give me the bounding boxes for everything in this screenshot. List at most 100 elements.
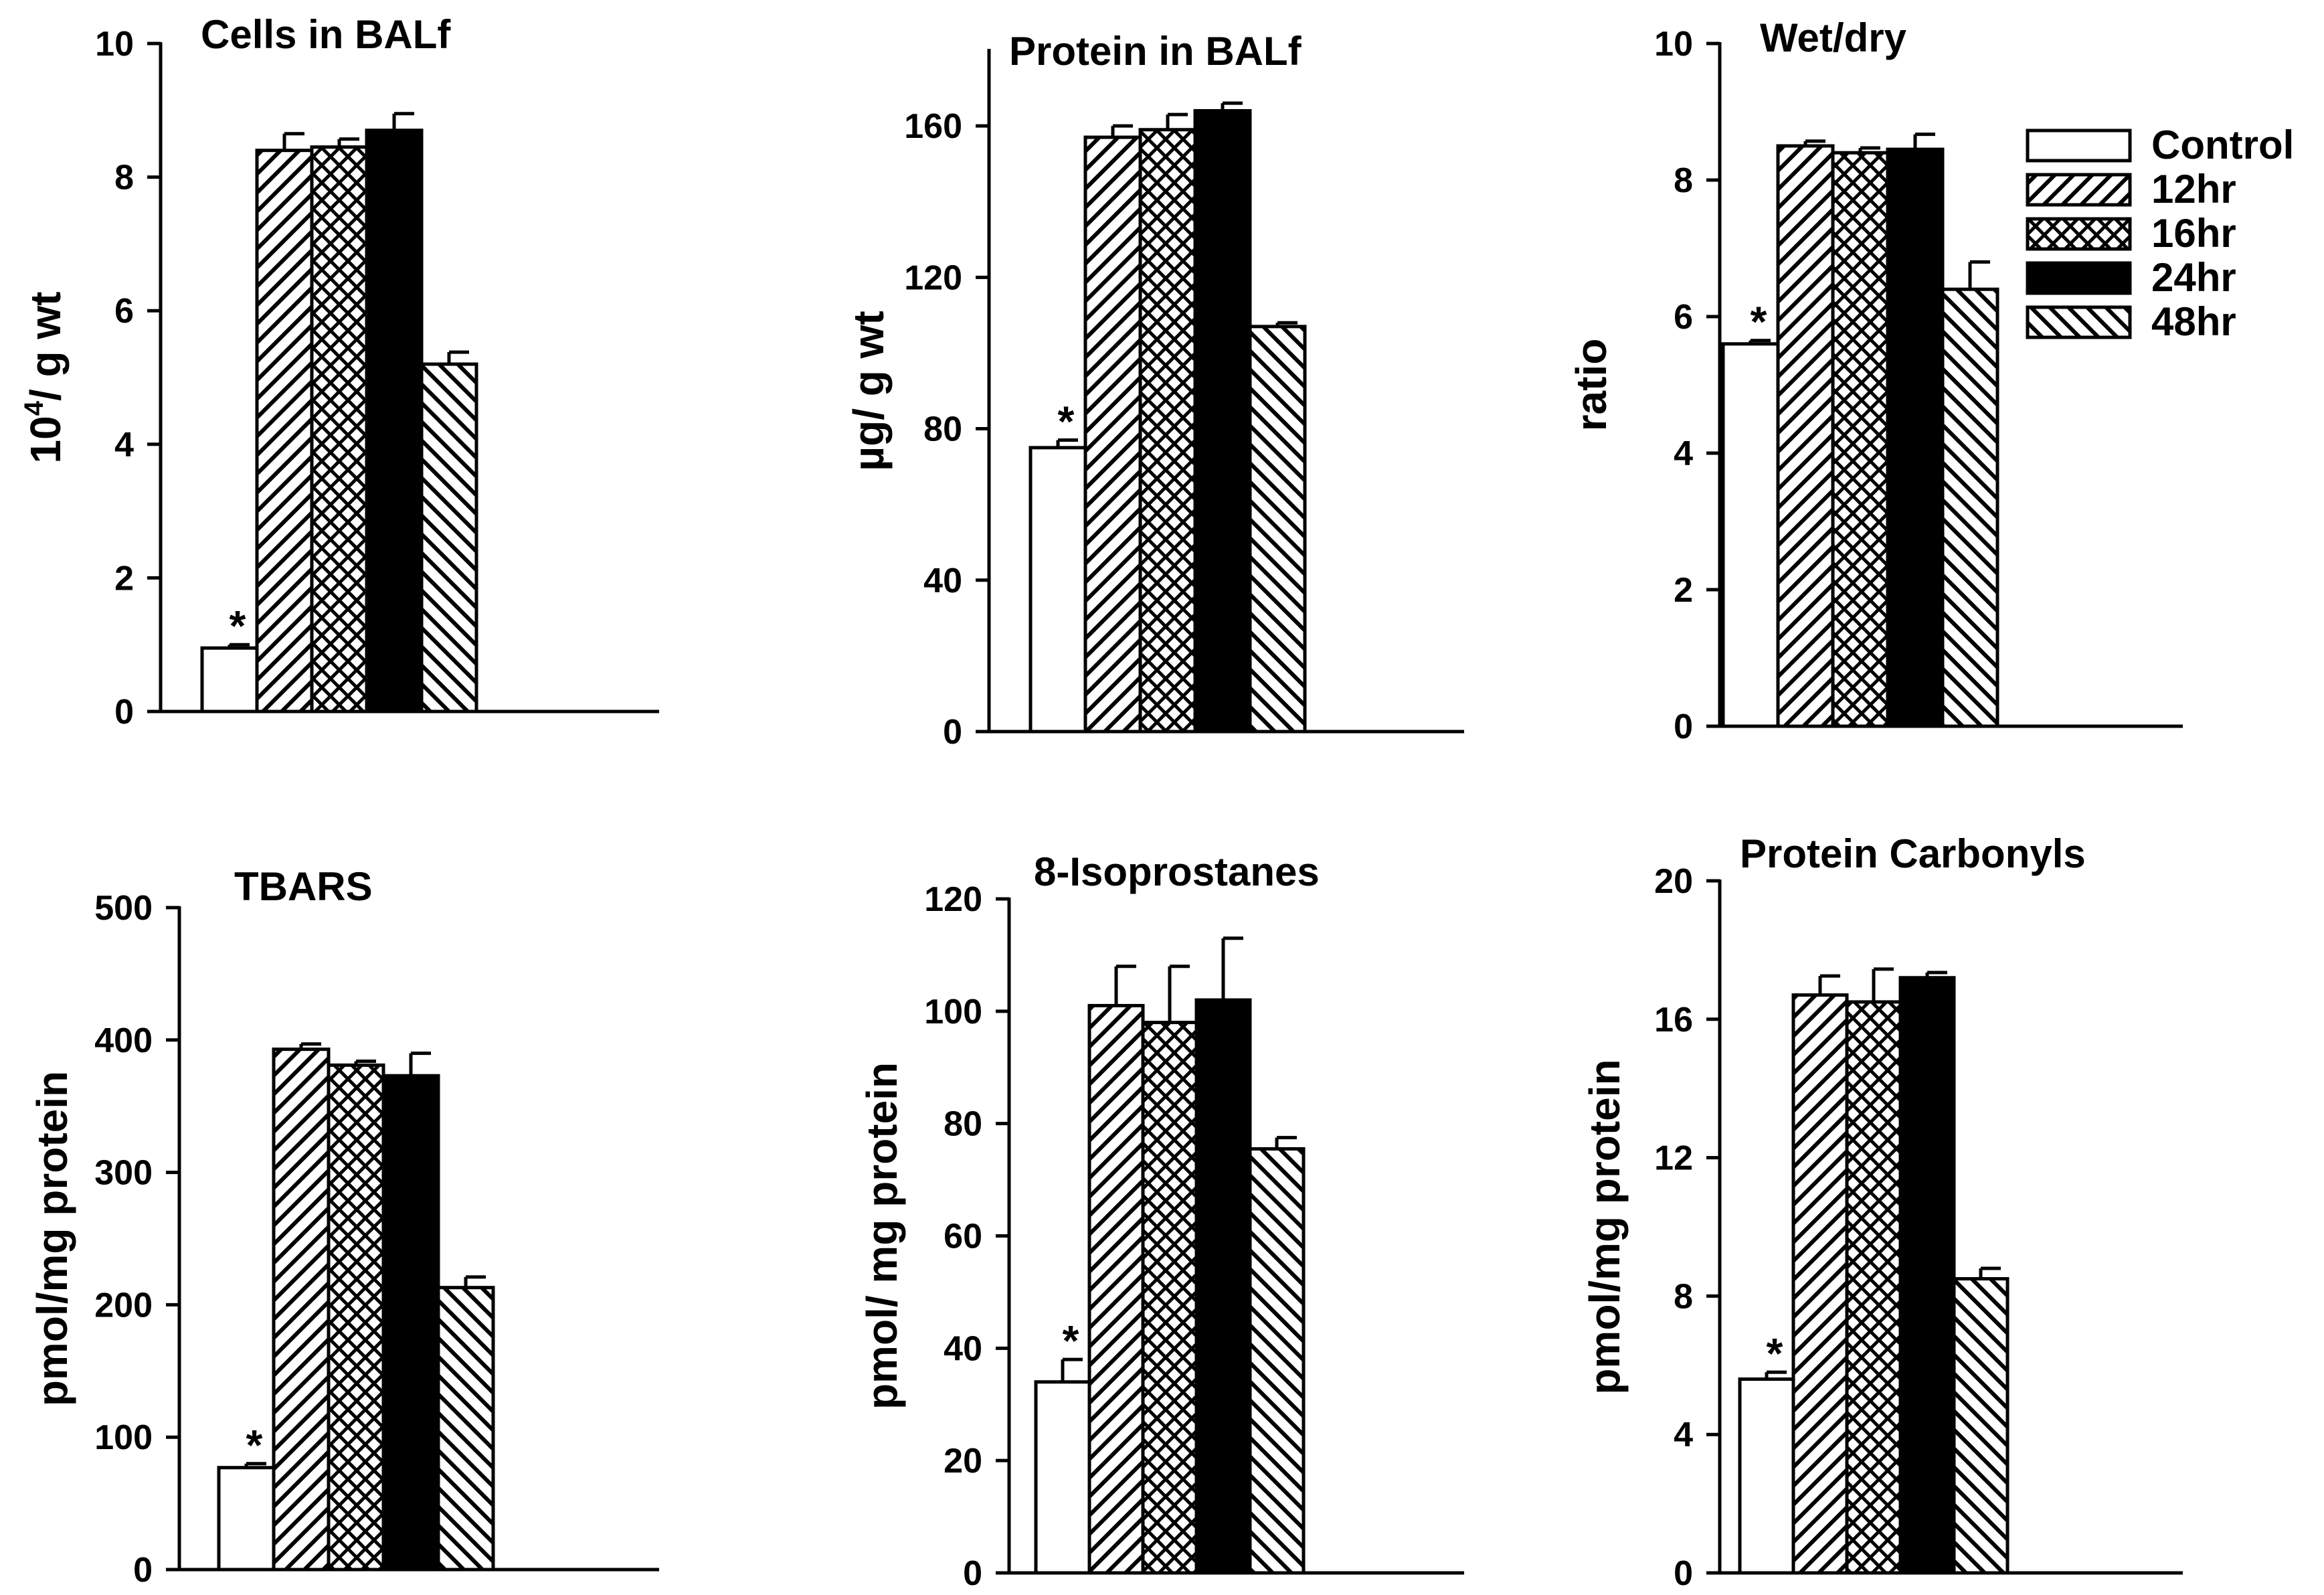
legend-swatch <box>2026 261 2132 295</box>
panel-5: 8-Isoprostanes 0 20 40 60 80 100 120 pmol/ mg pr… <box>858 849 1464 1593</box>
y-tick-label: 4 <box>1674 434 1693 473</box>
panel-title: Protein in BALf <box>1009 29 1302 74</box>
bar-control <box>1738 1377 1795 1575</box>
significance-marker: * <box>1058 398 1075 446</box>
legend-label: Control <box>2151 122 2294 167</box>
bar-16hr <box>1831 151 1890 728</box>
y-tick-label: 0 <box>963 1554 982 1593</box>
y-tick-label: 120 <box>924 880 982 919</box>
y-tick-label: 60 <box>944 1218 982 1256</box>
y-tick-label: 10 <box>1654 25 1693 64</box>
y-axis-label: pmol/ mg protein <box>858 1062 906 1410</box>
significance-marker: * <box>1751 298 1767 346</box>
bar-24hr <box>365 129 424 713</box>
y-tick-label: 4 <box>1674 1416 1693 1454</box>
bar-12hr <box>255 149 314 713</box>
panel-title: TBARS <box>234 864 373 909</box>
y-axis-label: ratio <box>1567 339 1615 432</box>
y-tick-label: 20 <box>1654 862 1693 901</box>
significance-marker: * <box>246 1421 263 1469</box>
y-tick-label: 8 <box>1674 161 1693 200</box>
y-tick-label: 16 <box>1654 1001 1693 1039</box>
y-tick-label: 500 <box>94 889 153 928</box>
panel-6: Protein Carbonyls 0 4 8 12 16 20 pmol/mg protei… <box>1581 831 2183 1593</box>
y-tick-label: 0 <box>1674 707 1693 746</box>
legend-swatch <box>2026 217 2132 251</box>
y-tick-label: 2 <box>1674 571 1693 610</box>
legend-item-control: Control <box>2026 122 2294 167</box>
legend-item-24hr: 24hr <box>2026 255 2236 300</box>
y-tick-label: 20 <box>944 1442 982 1481</box>
y-axis-label: pmol/mg protein <box>1581 1059 1629 1394</box>
legend-label: 16hr <box>2151 211 2236 256</box>
bar-16hr <box>1845 1000 1902 1575</box>
y-tick-label: 80 <box>944 1105 982 1144</box>
legend-label: 12hr <box>2151 167 2236 212</box>
y-tick-label: 12 <box>1654 1139 1693 1178</box>
bar-control <box>200 646 259 713</box>
y-tick-label: 2 <box>114 559 134 598</box>
y-tick-label: 300 <box>94 1154 153 1193</box>
bar-24hr <box>1193 108 1252 734</box>
y-axis-label: pmol/mg protein <box>28 1071 76 1406</box>
y-tick-label: 100 <box>94 1418 153 1457</box>
legend-label: 48hr <box>2151 299 2236 344</box>
panel-4: TBARS 0 100 200 300 400 500 pmol/mg protein * <box>28 864 659 1590</box>
bar-16hr <box>1138 128 1197 734</box>
y-tick-label: 0 <box>133 1551 153 1590</box>
legend-item-48hr: 48hr <box>2026 299 2236 344</box>
y-axis-label: 104/ g wt <box>19 292 70 464</box>
legend-swatch <box>2026 173 2132 207</box>
significance-marker: * <box>1063 1317 1079 1365</box>
legend-item-16hr: 16hr <box>2026 211 2236 256</box>
bar-12hr <box>1083 135 1142 734</box>
significance-marker: * <box>230 602 246 650</box>
bar-control <box>1034 1380 1091 1575</box>
y-tick-label: 0 <box>114 693 134 732</box>
y-tick-label: 40 <box>923 562 962 600</box>
y-tick-label: 4 <box>114 426 134 465</box>
legend-item-12hr: 12hr <box>2026 167 2236 212</box>
panel-3: Wet/dry 0 2 4 6 8 10 ratio * <box>1567 15 2183 746</box>
bar-control <box>1721 342 1780 728</box>
y-tick-label: 100 <box>924 993 982 1031</box>
panel-title: Cells in BALf <box>201 12 451 57</box>
bar-24hr <box>1898 976 1956 1575</box>
y-tick-label: 10 <box>95 25 134 64</box>
y-tick-label: 80 <box>923 410 962 449</box>
bar-16hr <box>327 1063 385 1572</box>
y-tick-label: 40 <box>944 1329 982 1368</box>
y-axis-label: µg/ g wt <box>844 311 893 471</box>
y-tick-label: 8 <box>114 159 134 197</box>
bar-48hr <box>1248 1147 1306 1575</box>
y-tick-label: 400 <box>94 1021 153 1060</box>
bar-48hr <box>1941 287 1999 728</box>
bar-control <box>1029 446 1087 734</box>
legend-swatch <box>2026 305 2132 339</box>
y-tick-label: 120 <box>904 258 962 297</box>
bar-control <box>217 1466 276 1572</box>
bar-24hr <box>381 1074 440 1572</box>
y-tick-label: 0 <box>1674 1554 1693 1593</box>
y-tick-label: 6 <box>1674 298 1693 337</box>
bar-24hr <box>1194 998 1252 1575</box>
significance-marker: * <box>1767 1329 1783 1377</box>
bar-16hr <box>1141 1021 1198 1575</box>
legend-swatch <box>2026 129 2132 163</box>
bar-48hr <box>1952 1277 2009 1575</box>
bar-48hr <box>1248 325 1307 734</box>
bar-12hr <box>1791 993 1849 1575</box>
bar-12hr <box>1776 144 1835 728</box>
panel-2: Protein in BALf 0 40 80 120 160 µg/ g wt * <box>844 29 1464 752</box>
bar-16hr <box>310 145 369 713</box>
y-tick-label: 0 <box>943 713 962 752</box>
y-tick-label: 6 <box>114 292 134 331</box>
bar-12hr <box>272 1047 331 1572</box>
bar-12hr <box>1087 1003 1145 1575</box>
bar-24hr <box>1886 147 1945 728</box>
y-tick-label: 200 <box>94 1286 153 1325</box>
y-tick-label: 160 <box>904 107 962 146</box>
